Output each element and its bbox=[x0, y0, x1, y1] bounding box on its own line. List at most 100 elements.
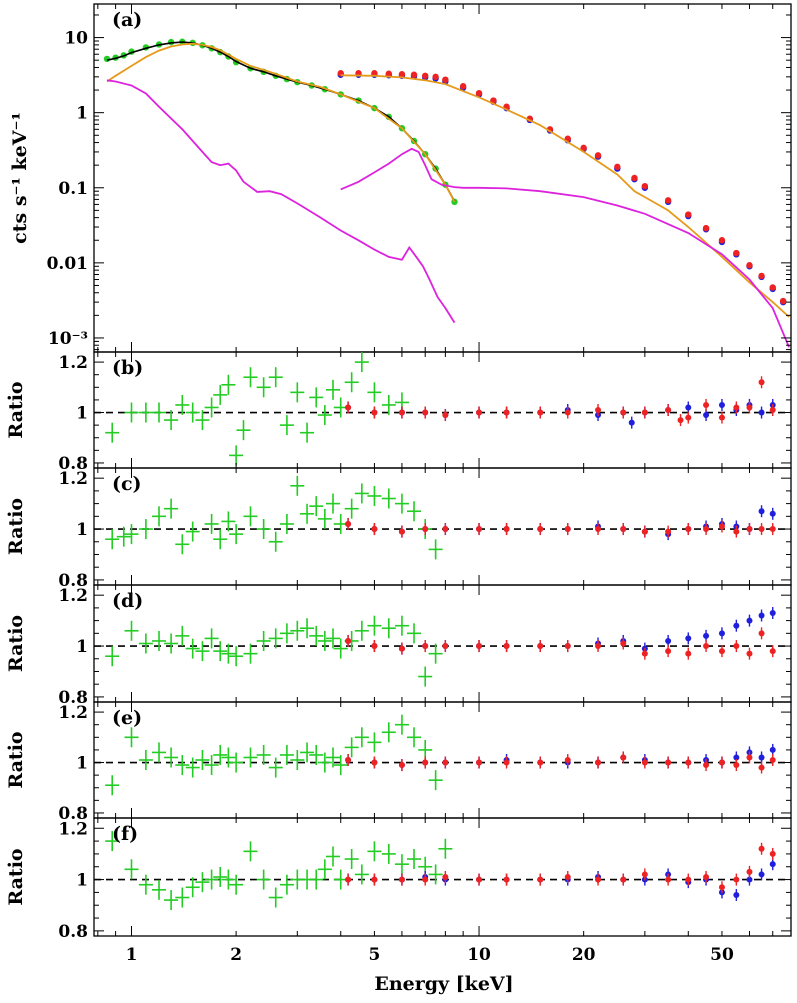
panel-data bbox=[94, 352, 791, 466]
series-nicer_line bbox=[106, 79, 456, 324]
data-point bbox=[685, 876, 692, 883]
series-line-nicer_continuum bbox=[106, 42, 456, 203]
data-point bbox=[746, 262, 753, 269]
data-point bbox=[746, 404, 753, 411]
data-point bbox=[595, 759, 602, 766]
data-point bbox=[476, 643, 483, 650]
panel-label: (c) bbox=[112, 473, 142, 495]
y-tick-label: 10⁻³ bbox=[48, 329, 88, 349]
panel-label: (e) bbox=[112, 707, 142, 729]
data-point bbox=[503, 526, 510, 533]
data-point bbox=[718, 414, 725, 421]
panels-layer: 10 1 0.1 0.01 10⁻³ cts s⁻¹ keV⁻¹ (a) 1.2 1 0.8 Rat… bbox=[5, 3, 792, 965]
data-point bbox=[769, 526, 776, 533]
data-point bbox=[758, 845, 765, 852]
data-point bbox=[432, 73, 439, 81]
data-point bbox=[685, 759, 692, 766]
data-point bbox=[537, 409, 544, 416]
data-point bbox=[733, 249, 740, 257]
data-point bbox=[758, 272, 765, 280]
data-point bbox=[703, 632, 710, 639]
data-point bbox=[758, 612, 765, 619]
data-point bbox=[594, 152, 602, 159]
data-point bbox=[758, 630, 765, 637]
data-point bbox=[769, 609, 776, 616]
data-point bbox=[537, 759, 544, 766]
data-point bbox=[718, 630, 725, 637]
panel-f: 1.2 1 0.8 Ratio (f) 1 2 5 10 20 50 bbox=[5, 817, 792, 965]
data-point bbox=[476, 876, 483, 883]
data-point bbox=[685, 526, 692, 533]
data-point bbox=[685, 635, 692, 642]
y-tick-label: 0.01 bbox=[47, 254, 88, 274]
series-fpmb bbox=[345, 751, 776, 774]
data-point bbox=[685, 414, 692, 421]
data-point bbox=[475, 89, 483, 97]
data-point bbox=[371, 526, 378, 533]
data-point bbox=[746, 876, 753, 883]
y-axis-title: Ratio bbox=[5, 731, 27, 788]
series-fpmb bbox=[345, 627, 776, 660]
series-nicer bbox=[105, 615, 443, 687]
data-point bbox=[641, 528, 648, 535]
data-point bbox=[398, 528, 405, 535]
panel-data bbox=[94, 831, 791, 911]
data-point bbox=[345, 637, 352, 644]
y-axis-title: Ratio bbox=[5, 615, 27, 672]
data-point bbox=[595, 526, 602, 533]
data-point bbox=[564, 757, 571, 763]
data-point bbox=[422, 72, 429, 79]
data-point bbox=[537, 643, 544, 650]
data-point bbox=[371, 759, 378, 766]
data-point bbox=[758, 764, 765, 771]
data-point bbox=[422, 409, 429, 416]
data-point bbox=[537, 526, 544, 533]
data-point bbox=[703, 401, 710, 408]
y-tick-label: 1.2 bbox=[58, 703, 88, 723]
data-point bbox=[685, 211, 692, 218]
data-point bbox=[620, 526, 627, 533]
x-tick-label: 10 bbox=[467, 945, 491, 965]
y-tick-label: 1.2 bbox=[58, 819, 88, 839]
y-tick-label: 0.8 bbox=[58, 571, 88, 591]
data-point bbox=[718, 401, 725, 408]
data-point bbox=[665, 876, 672, 883]
data-point bbox=[628, 419, 635, 426]
series-fpmb bbox=[345, 842, 776, 894]
y-axis-title: Ratio bbox=[5, 848, 27, 905]
data-point bbox=[641, 871, 648, 878]
data-point bbox=[702, 224, 710, 232]
data-point bbox=[665, 648, 672, 655]
data-point bbox=[564, 643, 571, 650]
y-tick-label: 10 bbox=[64, 29, 88, 49]
panel-data bbox=[103, 38, 790, 348]
series-fpma_data bbox=[337, 71, 787, 306]
data-point bbox=[442, 412, 449, 419]
data-point bbox=[769, 648, 776, 655]
data-point bbox=[345, 757, 352, 763]
y-tick-label: 0.8 bbox=[58, 688, 88, 708]
data-point bbox=[733, 762, 740, 769]
series-fpmb bbox=[345, 517, 776, 538]
data-point bbox=[769, 510, 776, 517]
data-point bbox=[451, 198, 458, 206]
data-point bbox=[641, 409, 648, 416]
panel-label: (a) bbox=[112, 9, 142, 31]
panel-frame bbox=[93, 467, 792, 586]
series-nicer bbox=[105, 352, 409, 466]
data-point bbox=[503, 409, 510, 416]
data-point bbox=[746, 526, 753, 533]
data-point bbox=[746, 650, 753, 657]
data-point bbox=[758, 508, 765, 515]
x-tick-label: 1 bbox=[126, 945, 138, 965]
y-axis-title: Ratio bbox=[5, 381, 27, 438]
data-point bbox=[564, 874, 571, 880]
series-line-nicer_model bbox=[106, 41, 456, 202]
data-point bbox=[769, 284, 776, 291]
y-tick-label: 1 bbox=[76, 404, 88, 424]
y-tick-label: 0.8 bbox=[58, 454, 88, 474]
data-point bbox=[703, 526, 710, 533]
data-point bbox=[631, 174, 638, 182]
data-point bbox=[758, 754, 765, 761]
